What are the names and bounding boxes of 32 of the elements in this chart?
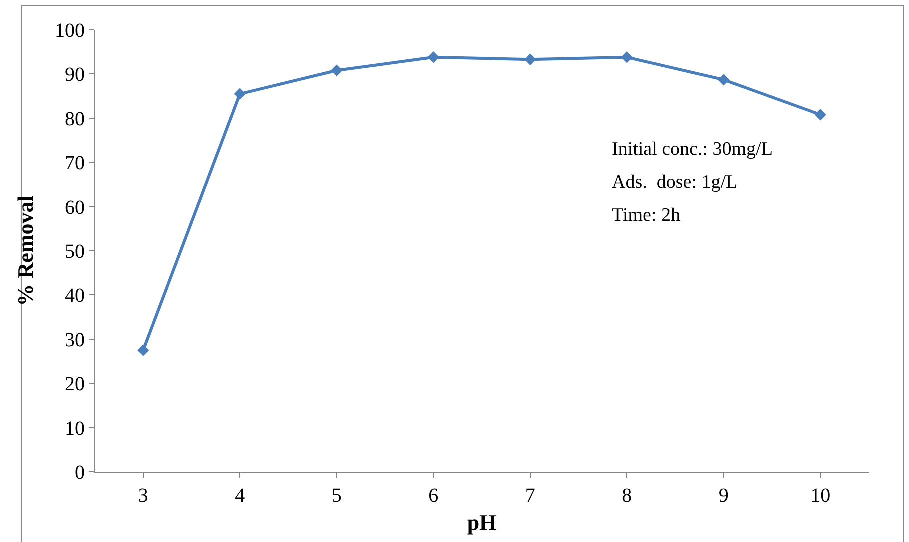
y-tick-label: 0 <box>75 462 85 484</box>
x-tick-label: 6 <box>428 485 439 507</box>
point <box>814 109 826 121</box>
point <box>524 54 536 66</box>
x-tick-label: 4 <box>235 485 246 507</box>
point <box>621 52 633 64</box>
y-tick-label: 60 <box>65 196 85 219</box>
x-tick-label: 7 <box>525 485 536 507</box>
y-tick-label: 100 <box>55 20 85 42</box>
annotation: Ads. dose: 1g/L <box>612 172 738 193</box>
y-tick-label: 20 <box>65 374 85 396</box>
y-tick-label: 70 <box>65 152 85 175</box>
y-tick-label: 50 <box>65 241 85 263</box>
x-tick-label: 3 <box>138 485 148 507</box>
x-axis-title: pH <box>467 510 497 535</box>
y-tick-label: 90 <box>65 64 85 86</box>
point <box>428 52 440 64</box>
y-tick-label: 80 <box>65 108 85 130</box>
x-tick-label: 8 <box>622 485 632 507</box>
y-tick-label: 30 <box>65 329 85 352</box>
y-tick-label: 40 <box>65 285 85 308</box>
annotation: Initial conc.: 30mg/L <box>612 139 773 160</box>
point <box>234 88 246 100</box>
x-tick-label: 10 <box>810 485 831 507</box>
annotation: Time: 2h <box>612 205 681 226</box>
x-tick-label: 5 <box>332 485 342 507</box>
point <box>331 64 343 77</box>
point <box>138 344 150 356</box>
point <box>718 74 730 86</box>
y-tick-label: 10 <box>65 418 85 440</box>
y-axis-title: % Removal <box>12 196 38 306</box>
x-tick-label: 9 <box>718 485 729 507</box>
